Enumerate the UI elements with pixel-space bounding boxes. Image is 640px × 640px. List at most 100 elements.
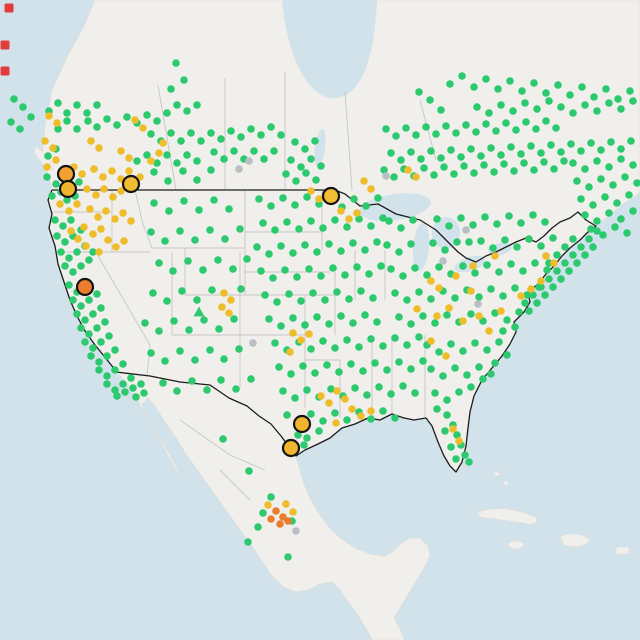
station-dot-green[interactable]	[379, 214, 387, 222]
station-dot-green[interactable]	[477, 237, 485, 245]
station-dot-green[interactable]	[81, 338, 89, 346]
station-marker-red-square[interactable]	[0, 40, 10, 50]
station-marker-large[interactable]	[121, 174, 141, 194]
station-dot-yellow[interactable]	[73, 200, 81, 208]
station-dot-yellow[interactable]	[119, 209, 127, 217]
station-dot-green[interactable]	[433, 405, 441, 413]
station-dot-green[interactable]	[479, 375, 487, 383]
station-dot-green[interactable]	[569, 235, 577, 243]
station-dot-green[interactable]	[537, 242, 545, 250]
station-dot-green[interactable]	[355, 215, 363, 223]
station-dot-green[interactable]	[292, 177, 300, 185]
station-dot-green[interactable]	[487, 144, 495, 152]
station-dot-green[interactable]	[601, 193, 609, 201]
station-dot-green[interactable]	[585, 235, 593, 243]
station-dot-green[interactable]	[215, 325, 223, 333]
station-dot-green[interactable]	[409, 216, 417, 224]
station-dot-green[interactable]	[387, 265, 395, 273]
station-dot-green[interactable]	[440, 163, 448, 171]
station-dot-green[interactable]	[385, 217, 393, 225]
station-dot-gray[interactable]	[474, 300, 482, 308]
station-dot-green[interactable]	[359, 367, 367, 375]
station-dot-green[interactable]	[220, 355, 228, 363]
station-dot-green[interactable]	[289, 314, 297, 322]
station-dot-yellow[interactable]	[412, 173, 420, 181]
station-dot-green[interactable]	[374, 194, 382, 202]
station-dot-green[interactable]	[271, 339, 279, 347]
station-dot-green[interactable]	[214, 256, 222, 264]
station-dot-green[interactable]	[217, 376, 225, 384]
station-dot-green[interactable]	[605, 163, 613, 171]
station-marker-red-square[interactable]	[0, 66, 10, 76]
station-dot-green[interactable]	[629, 97, 637, 105]
station-dot-yellow[interactable]	[435, 284, 443, 292]
station-dot-green[interactable]	[415, 88, 423, 96]
station-dot-gray[interactable]	[245, 157, 253, 165]
station-dot-green[interactable]	[457, 153, 465, 161]
station-dot-green[interactable]	[200, 316, 208, 324]
station-dot-green[interactable]	[199, 266, 207, 274]
station-dot-green[interactable]	[97, 338, 105, 346]
station-dot-green[interactable]	[633, 179, 640, 187]
station-dot-green[interactable]	[183, 151, 191, 159]
station-dot-green[interactable]	[113, 121, 121, 129]
station-dot-green[interactable]	[153, 159, 161, 167]
station-dot-green[interactable]	[447, 443, 455, 451]
station-dot-green[interactable]	[93, 324, 101, 332]
station-dot-yellow[interactable]	[127, 217, 135, 225]
station-triangle-green[interactable]	[193, 306, 205, 317]
station-dot-green[interactable]	[426, 96, 434, 104]
station-dot-green[interactable]	[7, 118, 15, 126]
station-dot-gray[interactable]	[382, 172, 390, 180]
station-dot-green[interactable]	[93, 101, 101, 109]
station-dot-green[interactable]	[593, 217, 601, 225]
station-dot-green[interactable]	[137, 380, 145, 388]
station-dot-orange[interactable]	[267, 515, 275, 523]
station-dot-green[interactable]	[432, 130, 440, 138]
station-dot-yellow[interactable]	[404, 166, 412, 174]
station-dot-green[interactable]	[415, 288, 423, 296]
station-dot-green[interactable]	[250, 147, 258, 155]
station-dot-green[interactable]	[465, 238, 473, 246]
station-dot-green[interactable]	[193, 157, 201, 165]
station-dot-gray[interactable]	[235, 165, 243, 173]
station-dot-green[interactable]	[499, 327, 507, 335]
station-dot-green[interactable]	[589, 243, 597, 251]
station-marker-large[interactable]	[281, 438, 301, 458]
station-dot-green[interactable]	[77, 324, 85, 332]
station-dot-green[interactable]	[585, 183, 593, 191]
station-dot-green[interactable]	[435, 263, 443, 271]
station-dot-green[interactable]	[569, 109, 577, 117]
station-dot-green[interactable]	[254, 523, 262, 531]
station-dot-green[interactable]	[365, 270, 373, 278]
station-dot-green[interactable]	[119, 380, 127, 388]
station-dot-green[interactable]	[277, 242, 285, 250]
station-dot-green[interactable]	[625, 191, 633, 199]
station-dot-yellow[interactable]	[65, 207, 73, 215]
station-dot-green[interactable]	[482, 75, 490, 83]
station-dot-green[interactable]	[503, 351, 511, 359]
station-dot-green[interactable]	[309, 289, 317, 297]
station-dot-green[interactable]	[441, 246, 449, 254]
station-dot-green[interactable]	[119, 360, 127, 368]
station-dot-green[interactable]	[367, 415, 375, 423]
station-dot-yellow[interactable]	[475, 312, 483, 320]
station-dot-green[interactable]	[207, 166, 215, 174]
station-dot-green[interactable]	[502, 119, 510, 127]
station-dot-yellow[interactable]	[353, 209, 361, 217]
station-dot-green[interactable]	[573, 259, 581, 267]
station-dot-green[interactable]	[53, 232, 61, 240]
station-dot-green[interactable]	[180, 76, 188, 84]
station-dot-green[interactable]	[287, 156, 295, 164]
station-dot-green[interactable]	[331, 409, 339, 417]
station-dot-green[interactable]	[230, 315, 238, 323]
station-dot-yellow[interactable]	[49, 144, 57, 152]
station-dot-green[interactable]	[77, 302, 85, 310]
station-dot-green[interactable]	[173, 101, 181, 109]
station-dot-green[interactable]	[523, 291, 531, 299]
station-dot-green[interactable]	[497, 101, 505, 109]
station-dot-green[interactable]	[387, 149, 395, 157]
station-dot-green[interactable]	[295, 225, 303, 233]
station-dot-green[interactable]	[525, 235, 533, 243]
station-dot-green[interactable]	[133, 157, 141, 165]
